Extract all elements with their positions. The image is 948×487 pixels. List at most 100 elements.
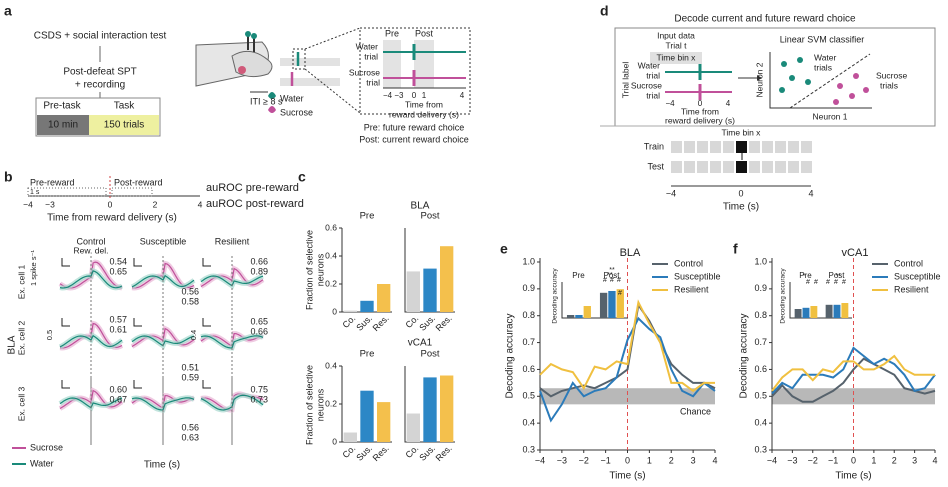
label: Sucrose bbox=[30, 442, 63, 452]
label: 2 bbox=[153, 199, 158, 209]
bar bbox=[406, 271, 420, 312]
label: trial bbox=[646, 90, 660, 100]
scale-bar bbox=[61, 258, 70, 267]
label: reward delivery (s) bbox=[665, 115, 735, 125]
train-test-grid bbox=[671, 141, 812, 173]
label: 0.65 bbox=[250, 316, 268, 326]
x-tick-label: 3 bbox=[691, 455, 696, 465]
y-tick-label: 0.7 bbox=[754, 337, 767, 347]
label: 0 bbox=[108, 199, 113, 209]
bar bbox=[406, 413, 420, 442]
y-tick-label: 0.2 bbox=[325, 398, 337, 408]
y-tick-label: 0.7 bbox=[522, 337, 535, 347]
bar bbox=[440, 375, 454, 442]
label: Trial label bbox=[620, 62, 630, 99]
legend-label: Control bbox=[894, 258, 923, 268]
label: Sucrose bbox=[349, 67, 380, 77]
significance: ** bbox=[609, 267, 615, 274]
panel-label: a bbox=[4, 3, 12, 19]
example-traces bbox=[58, 256, 265, 445]
bar bbox=[566, 315, 575, 318]
x-tick-label: −4 bbox=[535, 455, 545, 465]
bar bbox=[825, 304, 833, 318]
label: Time bin x bbox=[722, 127, 762, 137]
time-bin bbox=[697, 141, 708, 153]
label: Decode current and future reward choice bbox=[674, 14, 856, 25]
x-tick-label: Res. bbox=[371, 313, 391, 333]
series-line bbox=[539, 299, 715, 393]
scale-bar bbox=[61, 318, 70, 327]
label: 0.65 bbox=[109, 266, 127, 276]
label: Water bbox=[30, 458, 54, 468]
time-bin bbox=[801, 161, 812, 173]
time-bin bbox=[775, 161, 786, 173]
x-tick-label: Sus. bbox=[417, 443, 437, 463]
label: + recording bbox=[75, 80, 125, 91]
label: Decoding accuracy bbox=[780, 268, 787, 324]
label: Sucrose bbox=[876, 70, 907, 80]
scale-bar bbox=[133, 318, 142, 327]
label: CSDS + social interaction test bbox=[34, 31, 167, 42]
label: Fraction of selective bbox=[304, 230, 314, 310]
label: 1 bbox=[422, 91, 427, 100]
label: 0.58 bbox=[181, 296, 199, 306]
bar bbox=[377, 402, 391, 442]
label: 0.66 bbox=[250, 326, 268, 336]
label: vCA1 bbox=[408, 338, 433, 349]
label: −4 bbox=[665, 99, 675, 108]
y-tick-label: 0 bbox=[332, 436, 337, 446]
label: Rew. del. bbox=[74, 245, 109, 255]
label: 1 s bbox=[30, 189, 40, 196]
label: 0.60 bbox=[109, 384, 127, 394]
label: 4 bbox=[808, 188, 813, 198]
bar bbox=[360, 390, 374, 442]
y-tick-label: 0.6 bbox=[754, 364, 767, 374]
time-bin bbox=[684, 161, 695, 173]
label: Water bbox=[638, 60, 661, 70]
label: −3 bbox=[45, 199, 55, 209]
time-bin bbox=[684, 141, 695, 153]
legend-label: Susceptible bbox=[894, 271, 941, 281]
label: trial bbox=[646, 70, 660, 80]
label: 0.89 bbox=[250, 266, 268, 276]
x-tick-label: −2 bbox=[808, 455, 818, 465]
time-bin bbox=[749, 161, 760, 173]
label: Time (s) bbox=[835, 471, 871, 482]
chart-title: Pre bbox=[360, 211, 375, 222]
y-tick-label: 0.9 bbox=[522, 283, 535, 293]
time-bin bbox=[749, 141, 760, 153]
x-tick-label: −1 bbox=[600, 455, 610, 465]
x-tick-label: Res. bbox=[371, 443, 391, 463]
label: 0.73 bbox=[250, 394, 268, 404]
label: 0.57 bbox=[109, 314, 127, 324]
label: Susceptible bbox=[140, 236, 187, 246]
scale-bar bbox=[133, 258, 142, 267]
label: trials bbox=[814, 62, 832, 72]
x-tick-label: 4 bbox=[932, 455, 937, 465]
label: Time bin x bbox=[657, 52, 697, 62]
label: Pre-reward bbox=[30, 177, 75, 187]
time-bin bbox=[697, 161, 708, 173]
significance: ** bbox=[835, 273, 841, 280]
x-tick-label: 4 bbox=[712, 455, 717, 465]
label: ITI ≥ 8 s bbox=[250, 96, 283, 106]
significance: # bbox=[834, 279, 838, 286]
label: Time (s) bbox=[723, 202, 759, 213]
panel-a-art bbox=[35, 27, 471, 137]
time-bin bbox=[762, 161, 773, 173]
label: 0.63 bbox=[181, 432, 199, 442]
label: Time from reward delivery (s) bbox=[47, 213, 177, 224]
scale-bar bbox=[202, 380, 211, 389]
label: 150 trials bbox=[104, 120, 145, 131]
label: −4 bbox=[666, 188, 676, 198]
x-tick-label: 0 bbox=[625, 455, 630, 465]
x-tick-label: 1 bbox=[871, 455, 876, 465]
bar bbox=[794, 309, 802, 318]
panel-label: d bbox=[600, 3, 609, 19]
bar bbox=[440, 246, 454, 312]
label: 4 bbox=[726, 99, 731, 108]
x-tick-label: Sus. bbox=[354, 443, 374, 463]
legend-label: Resilient bbox=[894, 284, 929, 294]
y-tick-label: 0.5 bbox=[522, 391, 535, 401]
label: Pre-task bbox=[43, 101, 81, 112]
